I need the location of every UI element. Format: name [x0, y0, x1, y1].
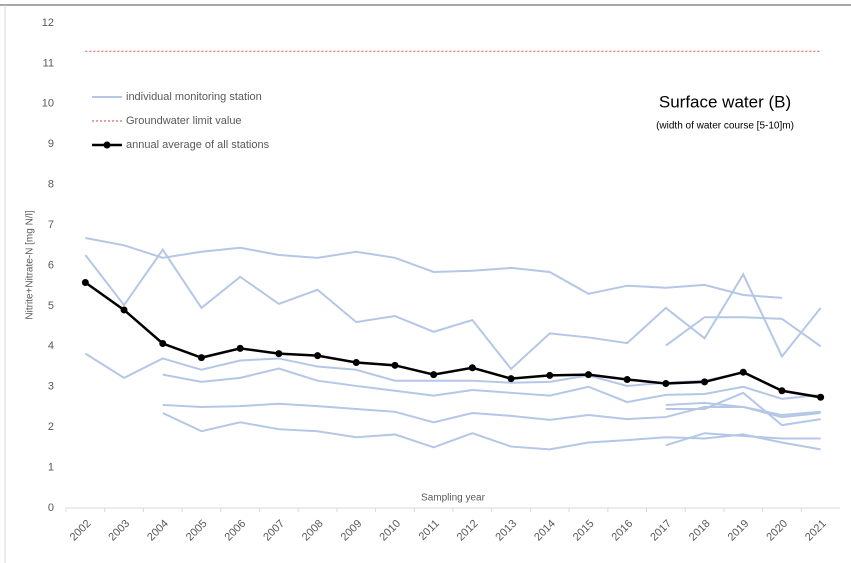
- y-axis-label: Nitrite+Nitrate-N [mg N/l]: [25, 210, 36, 319]
- legend-marker: [103, 141, 111, 149]
- x-tick-label: 2006: [223, 518, 249, 544]
- average-point: [817, 393, 825, 401]
- x-tick-label: 2007: [261, 518, 287, 544]
- legend-label: Groundwater limit value: [126, 115, 242, 127]
- y-tick-label: 4: [48, 340, 54, 352]
- x-axis-label: Sampling year: [421, 493, 486, 504]
- x-tick-label: 2009: [339, 518, 365, 544]
- x-tick-label: 2008: [300, 518, 326, 544]
- average-point: [352, 359, 360, 366]
- station-line: [84, 352, 821, 400]
- average-point: [314, 352, 322, 360]
- chart-title: Surface water (B): [659, 92, 791, 111]
- average-point: [430, 371, 438, 379]
- average-point: [623, 375, 631, 383]
- x-tick-label: 2011: [417, 518, 442, 543]
- y-tick-label: 8: [48, 179, 54, 191]
- average-point: [701, 378, 709, 386]
- x-tick-label: 2015: [571, 518, 597, 544]
- station-line: [162, 402, 821, 424]
- y-tick-label: 9: [48, 138, 54, 150]
- x-tick-label: 2002: [68, 518, 94, 544]
- average-point: [197, 354, 205, 362]
- station-line: [162, 367, 821, 404]
- x-tick-label: 2013: [493, 518, 519, 544]
- y-tick-label: 5: [48, 300, 54, 312]
- chart-subtitle: (width of water course [5-10]m): [656, 121, 794, 132]
- y-tick-label: 0: [48, 502, 54, 514]
- average-point: [546, 371, 554, 379]
- x-tick-label: 2018: [687, 518, 713, 544]
- station-line: [665, 401, 821, 417]
- station-line: [665, 432, 821, 447]
- average-line: [84, 281, 821, 399]
- station-line: [85, 237, 783, 299]
- average-point: [468, 364, 476, 372]
- x-tick-label: 2019: [726, 518, 752, 544]
- x-tick-label: 2021: [803, 518, 829, 544]
- y-tick-label: 2: [48, 421, 54, 433]
- x-tick-label: 2010: [377, 518, 403, 544]
- average-point: [391, 361, 399, 369]
- average-point: [236, 344, 244, 352]
- average-point: [275, 350, 283, 358]
- legend-label: annual average of all stations: [126, 139, 270, 151]
- average-point: [662, 380, 670, 388]
- average-point: [507, 375, 515, 383]
- station-line: [84, 247, 822, 371]
- y-tick-label: 10: [42, 98, 54, 110]
- y-tick-label: 3: [48, 381, 54, 393]
- station-line: [665, 316, 822, 348]
- legend-label: individual monitoring station: [126, 91, 262, 103]
- station-line: [162, 412, 821, 451]
- y-tick-label: 7: [48, 219, 54, 231]
- y-tick-label: 11: [43, 57, 54, 69]
- station-line: [665, 391, 821, 427]
- average-point: [159, 340, 167, 348]
- average-point: [739, 368, 747, 376]
- x-tick-label: 2017: [648, 518, 674, 544]
- x-tick-label: 2005: [184, 518, 210, 544]
- x-tick-label: 2014: [532, 518, 558, 544]
- average-point: [120, 306, 128, 314]
- y-tick-label: 1: [48, 461, 54, 473]
- y-tick-label: 6: [48, 259, 54, 271]
- average-point: [81, 278, 89, 286]
- x-tick-label: 2004: [145, 518, 171, 544]
- x-tick-label: 2020: [764, 518, 790, 544]
- x-tick-label: 2012: [455, 518, 481, 544]
- average-point: [778, 387, 786, 395]
- x-tick-label: 2003: [106, 518, 132, 544]
- y-tick-label: 12: [42, 17, 54, 29]
- x-tick-label: 2016: [610, 518, 636, 544]
- average-point: [584, 371, 592, 379]
